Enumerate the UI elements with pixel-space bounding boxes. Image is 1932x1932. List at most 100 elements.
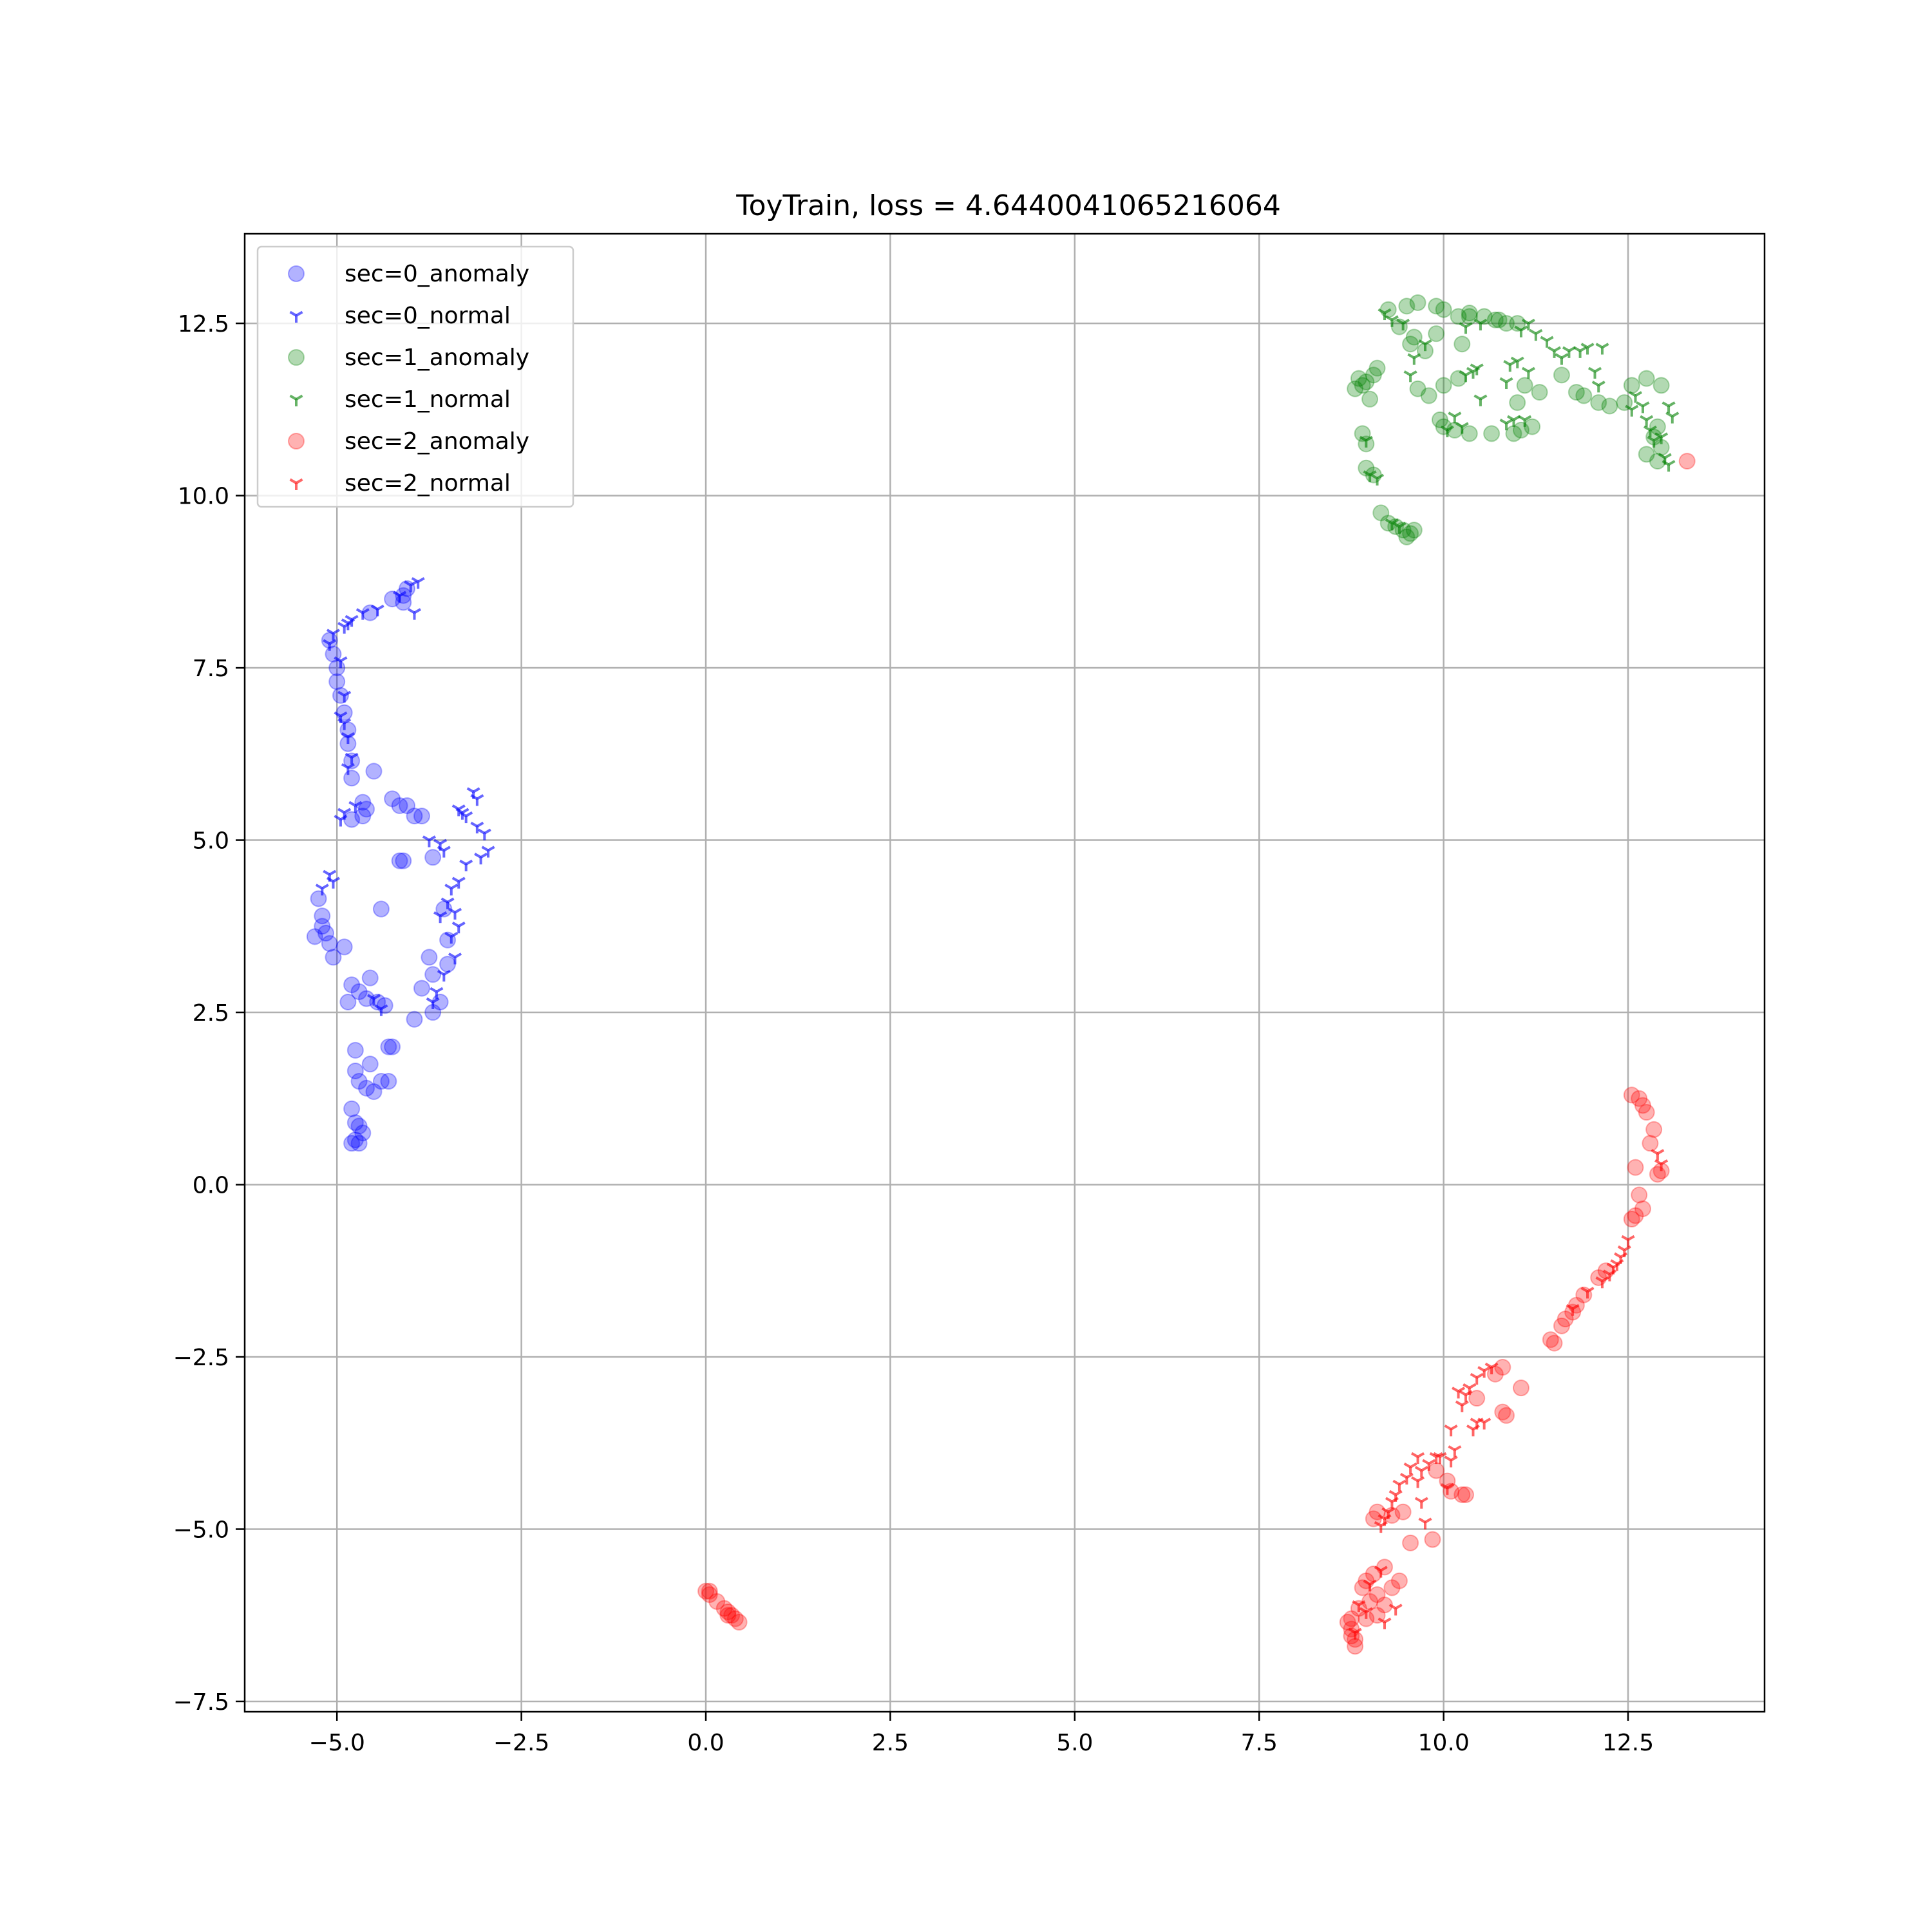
- scatter-point: [726, 1610, 744, 1627]
- scatter-point: [1591, 381, 1605, 393]
- x-tick-label: 12.5: [1602, 1730, 1654, 1756]
- scatter-point: [1452, 1387, 1466, 1399]
- scatter-point: [337, 690, 352, 703]
- scatter-point: [1424, 1531, 1441, 1548]
- scatter-point: [365, 1083, 383, 1101]
- scatter-point: [1498, 315, 1515, 332]
- x-tick-label: 2.5: [872, 1730, 909, 1756]
- scatter-point: [395, 852, 412, 869]
- scatter-point: [325, 949, 342, 966]
- scatter-point: [1455, 1400, 1469, 1412]
- scatter-point: [1640, 415, 1654, 427]
- scatter-point: [1457, 1486, 1475, 1503]
- scatter-point: [444, 932, 459, 944]
- scatter-point: [1625, 404, 1639, 417]
- scatter-point: [339, 993, 357, 1010]
- scatter-point: [1378, 1617, 1392, 1629]
- plot-frame: [243, 232, 1766, 1713]
- x-tick-label: −5.0: [308, 1730, 365, 1756]
- scatter-point: [323, 639, 337, 651]
- scatter-point: [1557, 1311, 1574, 1328]
- scatter-point: [1376, 1596, 1393, 1614]
- scatter-point: [1602, 1269, 1616, 1282]
- scatter-point: [1409, 294, 1426, 311]
- scatter-point: [424, 849, 442, 866]
- scatter-point: [374, 1004, 388, 1016]
- scatter-point: [1350, 370, 1367, 387]
- scatter-point: [1631, 1090, 1648, 1107]
- scatter-point: [1461, 305, 1478, 322]
- scatter-point: [1347, 380, 1364, 397]
- scatter-point: [315, 884, 329, 896]
- scatter-point: [1621, 1235, 1635, 1247]
- scatter-point: [477, 828, 491, 840]
- scatter-point: [1455, 422, 1469, 434]
- scatter-point: [346, 1041, 364, 1059]
- scatter-point: [451, 922, 466, 934]
- scatter-point: [1385, 518, 1399, 531]
- scatter-point: [365, 762, 383, 780]
- scatter-point: [1398, 528, 1416, 545]
- scatter-point: [384, 1038, 401, 1056]
- scatter-point: [701, 1582, 718, 1600]
- scatter-point: [1383, 1579, 1401, 1596]
- scatter-point: [1403, 370, 1417, 383]
- scatter-point: [391, 852, 408, 869]
- scatter-point: [1418, 1517, 1432, 1530]
- scatter-point: [1631, 1186, 1648, 1204]
- scatter-point: [1428, 325, 1445, 343]
- scatter-point: [1448, 1445, 1462, 1457]
- scatter-point: [1396, 318, 1410, 331]
- legend-item: sec=2_anomaly: [288, 428, 529, 455]
- scatter-point: [1354, 425, 1371, 442]
- scatter-point: [1546, 1334, 1563, 1352]
- x-tick-label: 7.5: [1241, 1730, 1278, 1756]
- scatter-point: [1499, 377, 1513, 390]
- scatter-point: [1638, 446, 1655, 463]
- scatter-point: [421, 949, 438, 966]
- scatter-point: [1665, 412, 1680, 424]
- scatter-point: [1431, 411, 1448, 428]
- scatter-point: [343, 770, 361, 787]
- scatter-point: [1503, 360, 1517, 372]
- scatter-point: [439, 956, 457, 973]
- scatter-point: [350, 1117, 368, 1135]
- legend-item: sec=1_anomaly: [288, 345, 529, 371]
- scatter-point: [314, 907, 331, 925]
- scatter-point: [1420, 387, 1437, 404]
- series-sec-0-normal: [315, 577, 495, 1016]
- scatter-point: [459, 859, 473, 871]
- scatter-point: [413, 980, 430, 997]
- scatter-point: [1553, 366, 1570, 384]
- scatter-point: [1601, 397, 1618, 415]
- legend-item: sec=0_normal: [289, 303, 511, 329]
- scatter-point: [1385, 1497, 1399, 1509]
- scatter-point: [1627, 1207, 1644, 1224]
- scatter-point: [1473, 394, 1488, 406]
- scatter-point: [348, 800, 363, 813]
- scatter-point: [317, 924, 335, 942]
- scatter-point: [719, 1603, 737, 1620]
- scatter-point: [345, 752, 359, 765]
- scatter-point: [1454, 1486, 1471, 1503]
- scatter-point: [355, 608, 370, 620]
- scatter-point: [1645, 1121, 1663, 1138]
- scatter-point: [1388, 1604, 1403, 1616]
- scatter-point: [391, 797, 408, 815]
- scatter-point: [1638, 370, 1655, 387]
- scatter-point: [1450, 308, 1467, 325]
- scatter-point: [1407, 353, 1421, 365]
- scatter-point: [1494, 1359, 1511, 1376]
- legend-label: sec=1_anomaly: [345, 345, 529, 371]
- scatter-point: [1540, 336, 1554, 348]
- scatter-point: [1654, 1159, 1669, 1171]
- x-tick-label: −2.5: [493, 1730, 549, 1756]
- scatter-point: [1490, 311, 1508, 328]
- scatter-point: [430, 987, 444, 999]
- scatter-point: [336, 938, 353, 956]
- scatter-point: [350, 1073, 368, 1090]
- scatter-point: [1370, 473, 1385, 486]
- scatter-point: [1494, 1403, 1511, 1421]
- scatter-point: [1521, 318, 1535, 331]
- scatter-point: [1454, 336, 1471, 353]
